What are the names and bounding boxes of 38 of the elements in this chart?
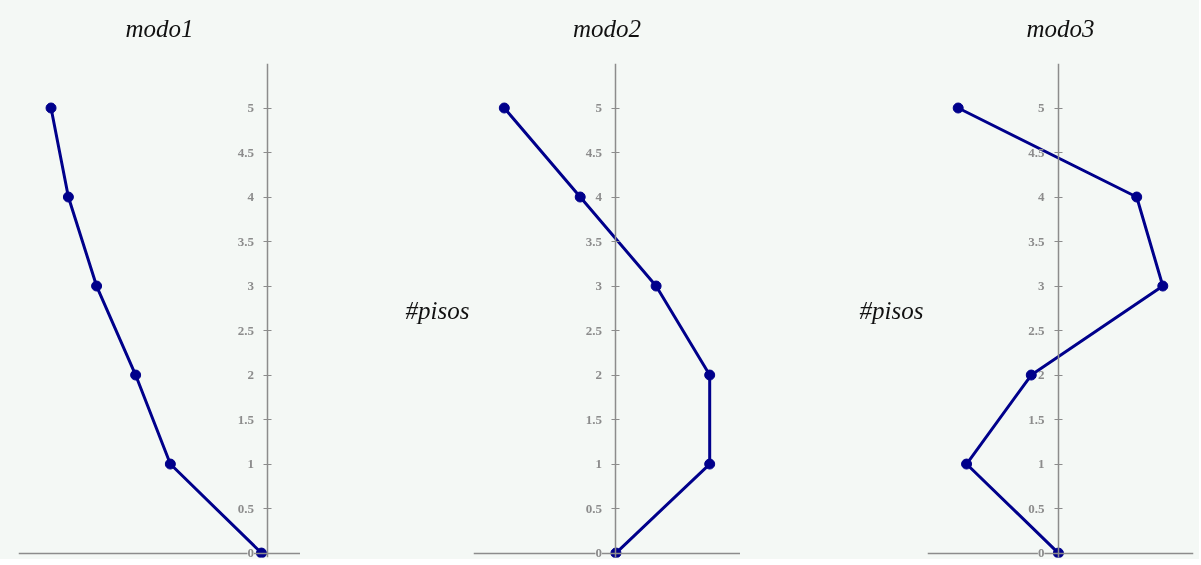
y-tick-label: 0.5 [237, 500, 255, 516]
y-tick-label: 2.5 [237, 322, 255, 338]
y-tick-label: 1.5 [585, 411, 603, 427]
x-axis-title: modo2 [572, 14, 642, 42]
y-tick-label: 4 [1037, 189, 1045, 205]
y-tick-label: 0.5 [585, 500, 603, 516]
y-tick-label: 2 [247, 367, 254, 383]
y-tick-label: 4 [247, 189, 255, 205]
y-axis-title: #pisos [859, 297, 924, 324]
y-tick-label: 2 [1037, 367, 1045, 383]
y-tick-label: 1.5 [237, 411, 255, 427]
y-tick-label: 5 [595, 100, 603, 115]
y-tick-label: 2.5 [585, 322, 603, 338]
y-tick-label: 0.5 [1028, 500, 1045, 516]
y-tick-label: 1 [595, 456, 602, 472]
y-tick-label: 2.5 [1028, 322, 1045, 338]
y-tick-label: 3 [247, 278, 255, 294]
x-axis-title: modo3 [1026, 14, 1095, 42]
y-tick-label: 0 [247, 545, 254, 561]
x-axis-title: modo1 [125, 14, 194, 42]
y-tick-label: 3.5 [237, 233, 255, 249]
y-tick-label: 1 [1037, 456, 1045, 472]
y-axis-title: #pisos [405, 297, 470, 324]
y-tick-label: 5 [247, 100, 255, 115]
y-tick-label: 3.5 [1028, 233, 1045, 249]
y-tick-label: 4.5 [1028, 144, 1045, 160]
y-tick-label: 2 [595, 367, 602, 383]
y-tick-label: 0 [1037, 545, 1045, 561]
y-tick-label: 4.5 [585, 144, 603, 160]
y-tick-label: 3.5 [585, 233, 603, 249]
y-tick-label: 3 [595, 278, 603, 294]
y-tick-label: 4.5 [237, 144, 255, 160]
y-tick-label: 5 [1037, 100, 1045, 115]
y-tick-label: 3 [1037, 278, 1045, 294]
y-tick-label: 4 [595, 189, 603, 205]
y-tick-label: 1.5 [1028, 411, 1045, 427]
y-tick-label: 1 [247, 456, 254, 472]
y-tick-label: 0 [595, 545, 602, 561]
